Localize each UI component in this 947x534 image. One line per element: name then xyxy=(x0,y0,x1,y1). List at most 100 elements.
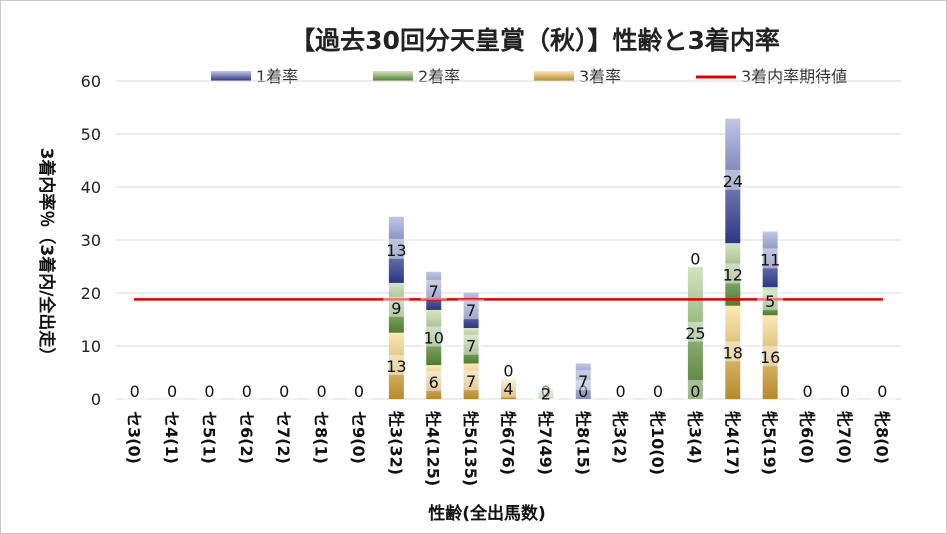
data-label-bg xyxy=(869,380,896,400)
x-category-label: 牝5(19) xyxy=(760,411,779,475)
data-label: 5 xyxy=(765,292,775,311)
data-label: 6 xyxy=(429,373,439,392)
y-tick-label: 40 xyxy=(81,178,101,197)
data-label-bg xyxy=(420,326,447,347)
bar-segment xyxy=(538,388,554,399)
chart-title: 【過去30回分天皇賞（秋）】性齢と3着内率 xyxy=(290,26,780,55)
bar-segment xyxy=(725,305,741,399)
y-tick-label: 10 xyxy=(81,337,101,356)
data-label-bg xyxy=(383,296,410,317)
data-label: 10 xyxy=(424,329,444,348)
data-label: 2 xyxy=(541,385,551,404)
data-label: 0 xyxy=(242,382,252,401)
bar-segment xyxy=(463,292,479,328)
legend: 1着率 2着率 3着率 3着内率期待値 xyxy=(211,67,847,86)
data-label: 0 xyxy=(541,382,551,401)
x-category-label: セ7(2) xyxy=(274,411,293,464)
x-category-label: 牝7(0) xyxy=(835,411,854,464)
data-label-bg xyxy=(196,380,223,400)
y-tick-label: 20 xyxy=(81,284,101,303)
data-label-bg xyxy=(458,334,485,355)
data-label-bg xyxy=(271,380,298,400)
data-label-bg xyxy=(794,380,821,400)
data-label: 0 xyxy=(840,382,850,401)
y-axis-label: 3着内率％（3着内/全出走） xyxy=(36,148,57,365)
x-category-label: 牡8(15) xyxy=(573,411,592,475)
x-category-label: セ5(1) xyxy=(199,411,218,464)
data-label-bg xyxy=(719,341,746,362)
data-label: 0 xyxy=(130,382,140,401)
x-category-label: セ4(1) xyxy=(162,411,181,464)
data-label-bg xyxy=(532,382,559,403)
data-label-bg xyxy=(682,247,709,268)
data-label-bg xyxy=(757,346,784,367)
y-tick-label: 0 xyxy=(91,390,101,409)
data-label: 24 xyxy=(723,172,743,191)
bar-segment xyxy=(426,309,442,366)
y-tick-label: 50 xyxy=(81,125,101,144)
data-label-bg xyxy=(682,321,709,342)
x-category-label: 牡3(32) xyxy=(386,411,405,475)
data-label-bg xyxy=(420,371,447,392)
data-label: 0 xyxy=(204,382,214,401)
bar-segment xyxy=(725,243,741,306)
data-label: 4 xyxy=(503,380,513,399)
x-category-label: 牝3(2) xyxy=(611,411,630,464)
bar-segment xyxy=(762,287,778,316)
legend-swatch-2nd xyxy=(373,71,413,81)
data-label-bg xyxy=(831,380,858,400)
data-label: 0 xyxy=(503,361,513,380)
data-label: 18 xyxy=(723,343,743,362)
x-category-label: 牡7(49) xyxy=(536,411,555,475)
data-label-bg xyxy=(607,380,634,400)
data-label: 0 xyxy=(653,382,663,401)
data-label: 25 xyxy=(685,324,705,343)
x-category-label: セ8(1) xyxy=(312,411,331,464)
data-label: 7 xyxy=(578,372,588,391)
data-label: 11 xyxy=(760,250,780,269)
data-label: 16 xyxy=(760,348,780,367)
legend-swatch-1st xyxy=(211,71,251,81)
data-label: 0 xyxy=(167,382,177,401)
data-label: 0 xyxy=(802,382,812,401)
legend-label-expected: 3着内率期待値 xyxy=(741,67,847,86)
data-label: 13 xyxy=(386,357,406,376)
bars xyxy=(388,118,778,399)
data-label-bg xyxy=(308,380,335,400)
data-label-bg xyxy=(420,279,447,300)
bar-segment xyxy=(762,315,778,399)
data-label: 0 xyxy=(578,382,588,401)
x-category-label: 牡5(135) xyxy=(461,411,480,486)
x-category-label: 牝10(0) xyxy=(648,411,667,475)
data-label-bg xyxy=(458,299,485,320)
bar-segment xyxy=(575,363,591,399)
data-label-bg xyxy=(570,370,597,391)
data-label: 13 xyxy=(386,241,406,260)
data-label-bg xyxy=(532,380,559,400)
data-label-bg xyxy=(495,359,522,380)
bar-segment xyxy=(388,216,404,283)
data-label: 0 xyxy=(690,382,700,401)
bar-segment xyxy=(426,365,442,399)
data-label-bg xyxy=(719,263,746,284)
data-label-bg xyxy=(233,380,260,400)
data-label: 12 xyxy=(723,265,743,284)
gridlines xyxy=(116,80,901,400)
data-label-bg xyxy=(383,354,410,375)
data-label-bg xyxy=(570,380,597,400)
data-label: 7 xyxy=(466,337,476,356)
data-label: 7 xyxy=(429,282,439,301)
bar-segment xyxy=(762,231,778,288)
x-category-label: セ6(2) xyxy=(237,411,256,464)
data-label-bg xyxy=(682,380,709,400)
data-label: 0 xyxy=(616,382,626,401)
legend-swatch-3rd xyxy=(534,71,574,81)
x-axis-categories: セ3(0) セ4(1) セ5(1) セ6(2) セ7(2) セ8(1) セ9(0) 牡3(32… xyxy=(125,411,892,486)
x-category-label: 牝8(0) xyxy=(872,411,891,464)
data-label-bg xyxy=(495,377,522,398)
y-tick-label: 60 xyxy=(81,72,101,91)
data-label-bg xyxy=(719,169,746,190)
bar-segment xyxy=(388,332,404,399)
